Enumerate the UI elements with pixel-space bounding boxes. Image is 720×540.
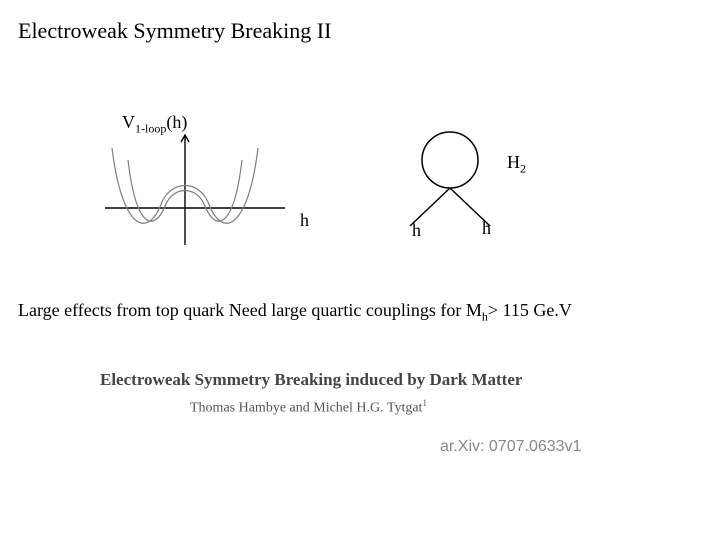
potential-diagram [100, 130, 290, 250]
feynman-loop-label-h: H [507, 152, 520, 172]
potential-label-v: V [122, 112, 135, 132]
caption: Large effects from top quark Need large … [18, 300, 572, 325]
feynman-loop-label-sub: 2 [520, 162, 526, 176]
arxiv-id: ar.Xiv: 0707.0633v1 [440, 438, 581, 456]
feynman-loop-label: H2 [507, 152, 526, 177]
paper-authors-sup: 1 [422, 398, 427, 408]
caption-part1: Large effects from top quark Need large … [18, 300, 482, 320]
paper-title: Electroweak Symmetry Breaking induced by… [100, 370, 522, 390]
potential-label-arg: (h) [166, 112, 187, 132]
feynman-leg-right-label: h [482, 218, 491, 239]
feynman-diagram [400, 130, 540, 240]
feynman-loop [422, 132, 478, 188]
paper-authors: Thomas Hambye and Michel H.G. Tytgat1 [190, 398, 427, 417]
potential-h-axis-label: h [300, 210, 309, 231]
page-title: Electroweak Symmetry Breaking II [18, 18, 331, 44]
caption-part2: > 115 Ge.V [488, 300, 572, 320]
feynman-leg-left-label: h [412, 220, 421, 241]
paper-authors-names: Thomas Hambye and Michel H.G. Tytgat [190, 401, 422, 416]
